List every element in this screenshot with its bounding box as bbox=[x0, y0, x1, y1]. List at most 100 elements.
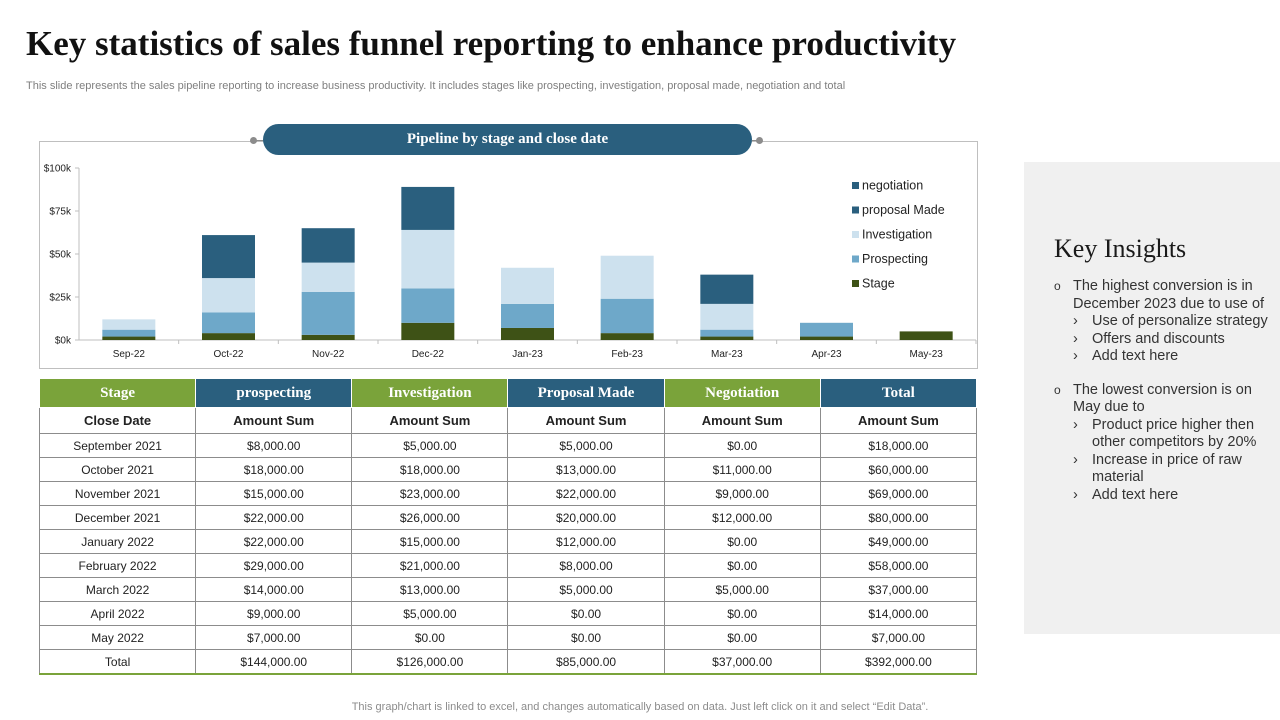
table-cell: $144,000.00 bbox=[195, 649, 353, 675]
table-cell: $7,000.00 bbox=[195, 625, 353, 650]
table-row: May 2022 $7,000.00 $0.00 $0.00 $0.00 $7,000.0… bbox=[38, 625, 978, 650]
insight-subtext: Product price higher then other competit… bbox=[1092, 416, 1257, 451]
insight-item: o The lowest conversion is on May due to ›… bbox=[1054, 382, 1269, 505]
table-cell: May 2022 bbox=[38, 625, 197, 650]
table-cell: $5,000.00 bbox=[507, 577, 665, 602]
table-cell: $13,000.00 bbox=[351, 577, 509, 602]
table-row: December 2021 $22,000.00 $26,000.00 $20,000… bbox=[38, 505, 978, 530]
table-header-cell: Negotiation bbox=[663, 378, 821, 408]
table-cell: $26,000.00 bbox=[351, 505, 509, 530]
table-cell: $0.00 bbox=[663, 433, 821, 458]
table-cell: February 2022 bbox=[38, 553, 197, 578]
table-cell: $13,000.00 bbox=[507, 457, 665, 482]
pill-dot-right bbox=[756, 137, 763, 144]
table-cell: $14,000.00 bbox=[819, 601, 978, 626]
insight-text: The lowest conversion is on May due to bbox=[1073, 381, 1252, 416]
circle-bullet-icon: o bbox=[1054, 382, 1061, 397]
table-cell: $58,000.00 bbox=[819, 553, 978, 578]
insight-text: The highest conversion is in December 20… bbox=[1073, 278, 1265, 312]
chart-frame bbox=[39, 141, 978, 369]
table-cell: $37,000.00 bbox=[819, 577, 978, 602]
table-cell: $18,000.00 bbox=[819, 433, 978, 458]
table-cell: $0.00 bbox=[663, 625, 821, 650]
table-cell: $14,000.00 bbox=[195, 577, 353, 602]
table-cell: $392,000.00 bbox=[819, 649, 978, 675]
insights-title: Key Insights bbox=[1054, 234, 1187, 263]
chevron-right-icon: › bbox=[1073, 486, 1078, 503]
table-cell: September 2021 bbox=[38, 433, 197, 458]
table-header-cell: Total bbox=[819, 378, 978, 408]
table-header-cell: Stage bbox=[38, 378, 197, 408]
table-cell: $20,000.00 bbox=[507, 505, 665, 530]
slide-subtitle: This slide represents the sales pipeline… bbox=[26, 80, 846, 92]
table-header-cell: Investigation bbox=[351, 378, 509, 408]
chevron-right-icon: › bbox=[1073, 330, 1078, 347]
table-header-cell: prospecting bbox=[195, 378, 353, 408]
table-cell: October 2021 bbox=[38, 457, 197, 482]
insight-subtext: Offers and discounts bbox=[1092, 330, 1225, 347]
footer-note: This graph/chart is linked to excel, and… bbox=[351, 701, 929, 713]
pipeline-table: Stage prospecting Investigation Proposal Ma… bbox=[38, 378, 978, 675]
pill-dot-left bbox=[250, 137, 257, 144]
pill-connector-left bbox=[256, 140, 264, 141]
table-cell: $5,000.00 bbox=[351, 433, 509, 458]
table-cell: $80,000.00 bbox=[819, 505, 978, 530]
table-row: Total $144,000.00 $126,000.00 $85,000.00 $37… bbox=[38, 649, 978, 675]
table-cell: $60,000.00 bbox=[819, 457, 978, 482]
table-cell: $5,000.00 bbox=[663, 577, 821, 602]
chart-title: Pipeline by stage and close date bbox=[263, 124, 752, 155]
table-cell: $5,000.00 bbox=[351, 601, 509, 626]
insight-subtext: Add text here bbox=[1092, 348, 1179, 364]
table-cell: $126,000.00 bbox=[351, 649, 509, 675]
table-cell: $85,000.00 bbox=[507, 649, 665, 675]
table-cell: $0.00 bbox=[507, 625, 665, 650]
table-cell: $11,000.00 bbox=[663, 457, 821, 482]
table-cell: $9,000.00 bbox=[195, 601, 353, 626]
circle-bullet-icon: o bbox=[1054, 279, 1061, 293]
table-cell: March 2022 bbox=[38, 577, 197, 602]
insight-subtext: Add text here bbox=[1092, 486, 1179, 503]
table-subheader-cell: Amount Sum bbox=[195, 407, 353, 434]
insight-subtext: Increase in price of raw material bbox=[1092, 451, 1242, 486]
chevron-right-icon: › bbox=[1073, 416, 1078, 433]
table-cell: $0.00 bbox=[507, 601, 665, 626]
table-cell: April 2022 bbox=[38, 601, 197, 626]
table-cell: $21,000.00 bbox=[351, 553, 509, 578]
table-cell: $15,000.00 bbox=[195, 481, 353, 506]
table-row: January 2022 $22,000.00 $15,000.00 $12,000.… bbox=[38, 529, 978, 554]
table-subheader-cell: Amount Sum bbox=[507, 407, 665, 434]
table-cell: $15,000.00 bbox=[351, 529, 509, 554]
table-subheader-cell: Amount Sum bbox=[663, 407, 821, 434]
insight-subitem: › Add text here bbox=[1073, 348, 1269, 366]
table-header-cell: Proposal Made bbox=[507, 378, 665, 408]
table-subheader-cell: Amount Sum bbox=[819, 407, 978, 434]
insight-subitem: › Use of personalize strategy bbox=[1073, 313, 1269, 331]
slide-title: Key statistics of sales funnel reporting… bbox=[26, 24, 957, 63]
chevron-right-icon: › bbox=[1073, 451, 1078, 468]
table-cell: $23,000.00 bbox=[351, 481, 509, 506]
table-header-row: Stage prospecting Investigation Proposal Ma… bbox=[38, 378, 978, 408]
table-cell: $18,000.00 bbox=[195, 457, 353, 482]
insight-subitem: › Offers and discounts bbox=[1073, 331, 1269, 349]
table-cell: $0.00 bbox=[663, 553, 821, 578]
key-insights-panel: Key Insights o The highest conversion is … bbox=[1024, 162, 1280, 634]
table-cell: Total bbox=[38, 649, 197, 675]
table-row: October 2021 $18,000.00 $18,000.00 $13,000.… bbox=[38, 457, 978, 482]
table-cell: $37,000.00 bbox=[663, 649, 821, 675]
table-row: November 2021 $15,000.00 $23,000.00 $22,000… bbox=[38, 481, 978, 506]
table-cell: December 2021 bbox=[38, 505, 197, 530]
table-cell: $8,000.00 bbox=[195, 433, 353, 458]
table-cell: $22,000.00 bbox=[195, 529, 353, 554]
table-cell: $29,000.00 bbox=[195, 553, 353, 578]
insight-subitem: › Add text here bbox=[1073, 487, 1269, 505]
table-cell: $0.00 bbox=[663, 529, 821, 554]
insights-list: o The highest conversion is in December 2… bbox=[1054, 278, 1269, 520]
table-row: September 2021 $8,000.00 $5,000.00 $5,000.0… bbox=[38, 433, 978, 458]
table-cell: $5,000.00 bbox=[507, 433, 665, 458]
table-cell: $0.00 bbox=[663, 601, 821, 626]
table-subheader-cell: Amount Sum bbox=[351, 407, 509, 434]
table-cell: $69,000.00 bbox=[819, 481, 978, 506]
insight-item: o The highest conversion is in December 2… bbox=[1054, 278, 1269, 366]
table-cell: $9,000.00 bbox=[663, 481, 821, 506]
table-subheader-cell: Close Date bbox=[38, 407, 197, 434]
